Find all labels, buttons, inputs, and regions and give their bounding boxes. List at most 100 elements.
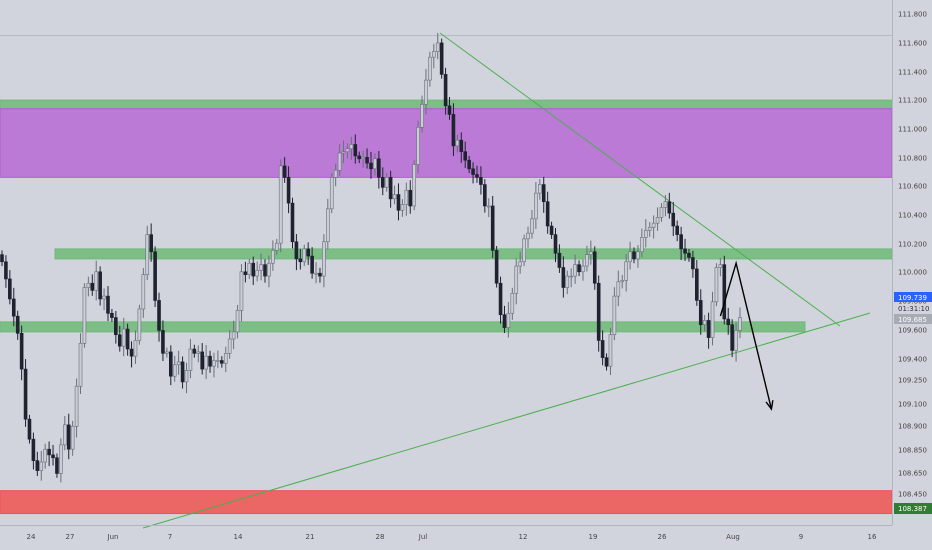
candle-body	[70, 425, 75, 450]
price-tick-label: 108.450	[898, 491, 927, 499]
candle-body	[432, 51, 436, 58]
candle-body	[223, 353, 228, 364]
candle-body	[43, 448, 47, 463]
price-tick-label: 109.400	[898, 356, 927, 364]
time-tick-label: Aug	[726, 533, 740, 541]
candle-body	[722, 264, 727, 320]
candle-body	[612, 295, 617, 336]
price-tick-label: 111.000	[898, 126, 927, 134]
candle-body	[90, 282, 95, 291]
candle-body	[479, 177, 483, 185]
price-tick-label: 108.650	[898, 470, 927, 478]
price-tick-label: 109.600	[898, 327, 927, 335]
candle-body	[738, 317, 742, 331]
candle-body	[51, 454, 55, 459]
candle-body	[467, 159, 471, 170]
candle-body	[86, 282, 91, 288]
candle-body	[655, 217, 660, 224]
candle-body	[604, 357, 609, 367]
candle-body	[671, 212, 676, 227]
candle-body	[353, 144, 358, 157]
candle-body	[475, 174, 479, 178]
time-tick-label: 24	[27, 533, 36, 541]
support-zone-3	[0, 321, 806, 333]
price-tick-label: 110.400	[898, 212, 927, 220]
candle-body	[585, 254, 589, 267]
candle-body	[502, 314, 507, 328]
candle-body	[691, 257, 695, 270]
candle-body	[161, 330, 165, 354]
candle-body	[168, 351, 173, 377]
candle-body	[632, 251, 636, 260]
candle-body	[39, 461, 44, 471]
ascending-trendline	[142, 312, 871, 529]
candle-body	[27, 418, 32, 440]
price-tick-label: 108.900	[898, 423, 927, 431]
candle-body	[494, 250, 499, 284]
candle-body	[447, 105, 452, 115]
price-tick-label: 110.600	[898, 183, 927, 191]
candle-body	[129, 348, 134, 357]
candle-body	[200, 351, 205, 370]
countdown-text: 01:31:10	[898, 305, 929, 313]
candle-body	[679, 234, 683, 250]
candle-body	[663, 201, 668, 208]
candle-body	[106, 295, 110, 314]
time-tick-label: 12	[519, 533, 528, 541]
candle-body	[616, 281, 621, 297]
candle-body	[114, 317, 118, 336]
candle-body	[220, 360, 224, 364]
candle-body	[408, 189, 413, 207]
candle-body	[541, 184, 546, 202]
candle-body	[133, 340, 138, 357]
candle-body	[592, 251, 597, 284]
candle-body	[428, 56, 432, 81]
time-tick-label: 14	[234, 533, 243, 541]
candle-body	[341, 151, 346, 154]
candle-body	[384, 177, 389, 188]
candle-body	[306, 248, 310, 257]
candle-body	[231, 331, 236, 340]
candle-body	[345, 148, 350, 152]
candle-body	[145, 234, 150, 275]
candle-body	[490, 205, 495, 251]
candle-body	[416, 127, 420, 165]
candle-body	[620, 280, 625, 283]
candle-body	[530, 218, 534, 234]
candle-body	[569, 275, 574, 278]
candle-body	[710, 301, 715, 338]
candle-body	[243, 271, 248, 275]
candle-body	[290, 202, 295, 243]
resistance-zone-2	[54, 248, 893, 260]
last-price-text: 109.739	[898, 294, 927, 302]
candle-body	[561, 267, 566, 288]
low-price-text: 108.387	[898, 505, 927, 513]
candle-body	[302, 248, 307, 263]
candle-body	[553, 234, 558, 254]
candle-body	[74, 385, 79, 427]
candle-body	[581, 265, 585, 273]
candle-body	[47, 448, 51, 456]
candle-body	[267, 262, 271, 277]
candle-body	[204, 355, 208, 370]
candle-body	[706, 320, 711, 338]
candle-body	[628, 251, 632, 263]
candle-body	[282, 165, 287, 178]
candle-body	[522, 238, 526, 263]
candle-body	[180, 361, 185, 383]
candle-body	[326, 208, 330, 243]
candle-body	[35, 460, 40, 471]
candle-body	[251, 262, 256, 277]
candle-body	[404, 189, 409, 205]
candle-body	[94, 271, 99, 291]
candle-body	[498, 282, 503, 316]
candle-body	[278, 165, 283, 244]
candle-body	[636, 251, 640, 260]
candle-body	[322, 241, 326, 277]
candle-body	[286, 177, 291, 204]
candle-body	[11, 298, 16, 317]
candle-body	[365, 157, 369, 164]
candle-body	[463, 151, 468, 161]
candle-body	[687, 252, 691, 258]
